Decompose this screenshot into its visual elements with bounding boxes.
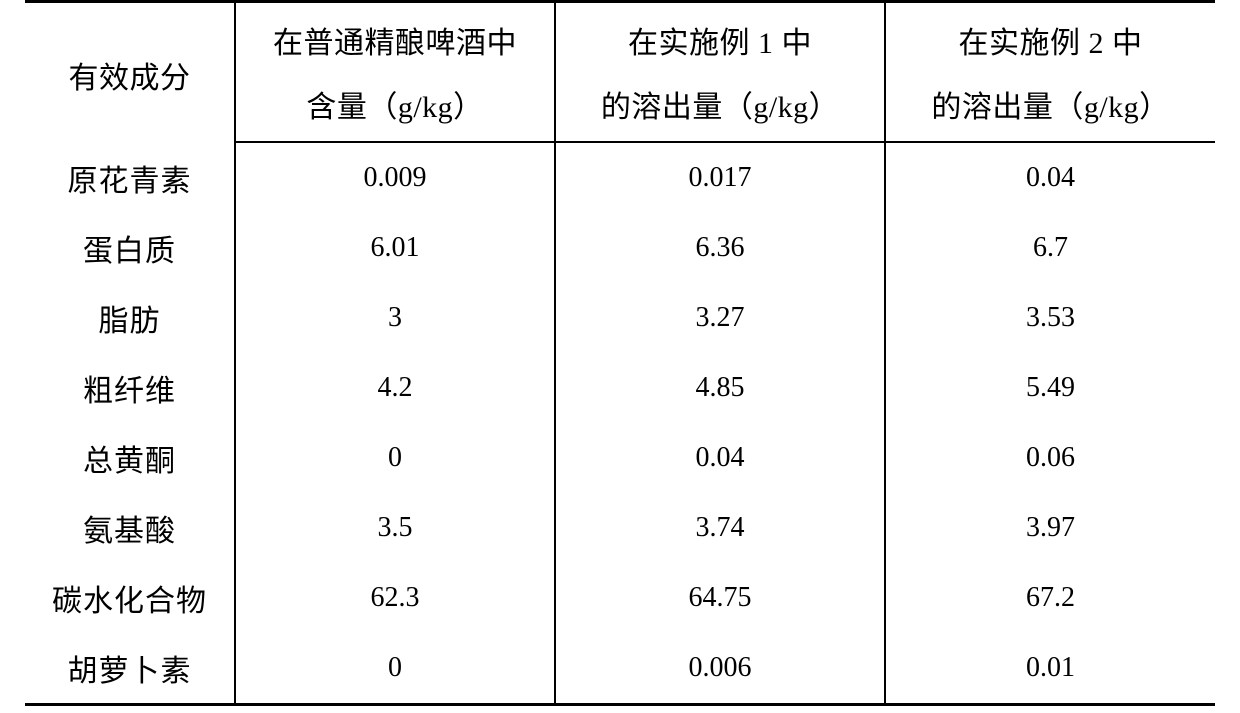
cell-value: 6.36	[555, 213, 885, 283]
table-row: 脂肪 3 3.27 3.53	[25, 283, 1215, 353]
cell-value: 0	[235, 633, 555, 705]
row-label: 脂肪	[25, 283, 235, 353]
table-container: 有效成分 在普通精酿啤酒中 在实施例 1 中 在实施例 2 中 含量（g/kg）…	[0, 0, 1240, 706]
row-label: 碳水化合物	[25, 563, 235, 633]
cell-value: 0.04	[555, 423, 885, 493]
table-row: 蛋白质 6.01 6.36 6.7	[25, 213, 1215, 283]
cell-value: 3.74	[555, 493, 885, 563]
cell-value: 6.7	[885, 213, 1215, 283]
row-label: 胡萝卜素	[25, 633, 235, 705]
cell-value: 0.01	[885, 633, 1215, 705]
row-label: 蛋白质	[25, 213, 235, 283]
cell-value: 0	[235, 423, 555, 493]
cell-value: 0.04	[885, 142, 1215, 213]
cell-value: 0.009	[235, 142, 555, 213]
cell-value: 64.75	[555, 563, 885, 633]
cell-value: 5.49	[885, 353, 1215, 423]
table-header: 有效成分 在普通精酿啤酒中 在实施例 1 中 在实施例 2 中 含量（g/kg）…	[25, 2, 1215, 143]
row-label: 总黄酮	[25, 423, 235, 493]
cell-value: 0.06	[885, 423, 1215, 493]
cell-value: 0.006	[555, 633, 885, 705]
cell-value: 4.85	[555, 353, 885, 423]
row-label: 粗纤维	[25, 353, 235, 423]
cell-value: 62.3	[235, 563, 555, 633]
cell-value: 67.2	[885, 563, 1215, 633]
cell-value: 3.27	[555, 283, 885, 353]
cell-value: 0.017	[555, 142, 885, 213]
cell-value: 3	[235, 283, 555, 353]
row-label: 氨基酸	[25, 493, 235, 563]
cell-value: 3.97	[885, 493, 1215, 563]
col-header-ordinary-line1: 在普通精酿啤酒中	[235, 2, 555, 73]
cell-value: 3.53	[885, 283, 1215, 353]
col-header-ex2-line1: 在实施例 2 中	[885, 2, 1215, 73]
table-row: 碳水化合物 62.3 64.75 67.2	[25, 563, 1215, 633]
col-header-ordinary-line2: 含量（g/kg）	[235, 72, 555, 142]
table-row: 总黄酮 0 0.04 0.06	[25, 423, 1215, 493]
col-header-ex1-line2: 的溶出量（g/kg）	[555, 72, 885, 142]
table-row: 胡萝卜素 0 0.006 0.01	[25, 633, 1215, 705]
cell-value: 4.2	[235, 353, 555, 423]
table-body: 原花青素 0.009 0.017 0.04 蛋白质 6.01 6.36 6.7 …	[25, 142, 1215, 705]
col-header-ex2-line2: 的溶出量（g/kg）	[885, 72, 1215, 142]
col-header-ex1-line1: 在实施例 1 中	[555, 2, 885, 73]
col-header-ingredient: 有效成分	[25, 2, 235, 143]
row-label: 原花青素	[25, 142, 235, 213]
composition-table: 有效成分 在普通精酿啤酒中 在实施例 1 中 在实施例 2 中 含量（g/kg）…	[25, 0, 1215, 706]
table-row: 原花青素 0.009 0.017 0.04	[25, 142, 1215, 213]
table-row: 粗纤维 4.2 4.85 5.49	[25, 353, 1215, 423]
cell-value: 3.5	[235, 493, 555, 563]
cell-value: 6.01	[235, 213, 555, 283]
table-row: 氨基酸 3.5 3.74 3.97	[25, 493, 1215, 563]
